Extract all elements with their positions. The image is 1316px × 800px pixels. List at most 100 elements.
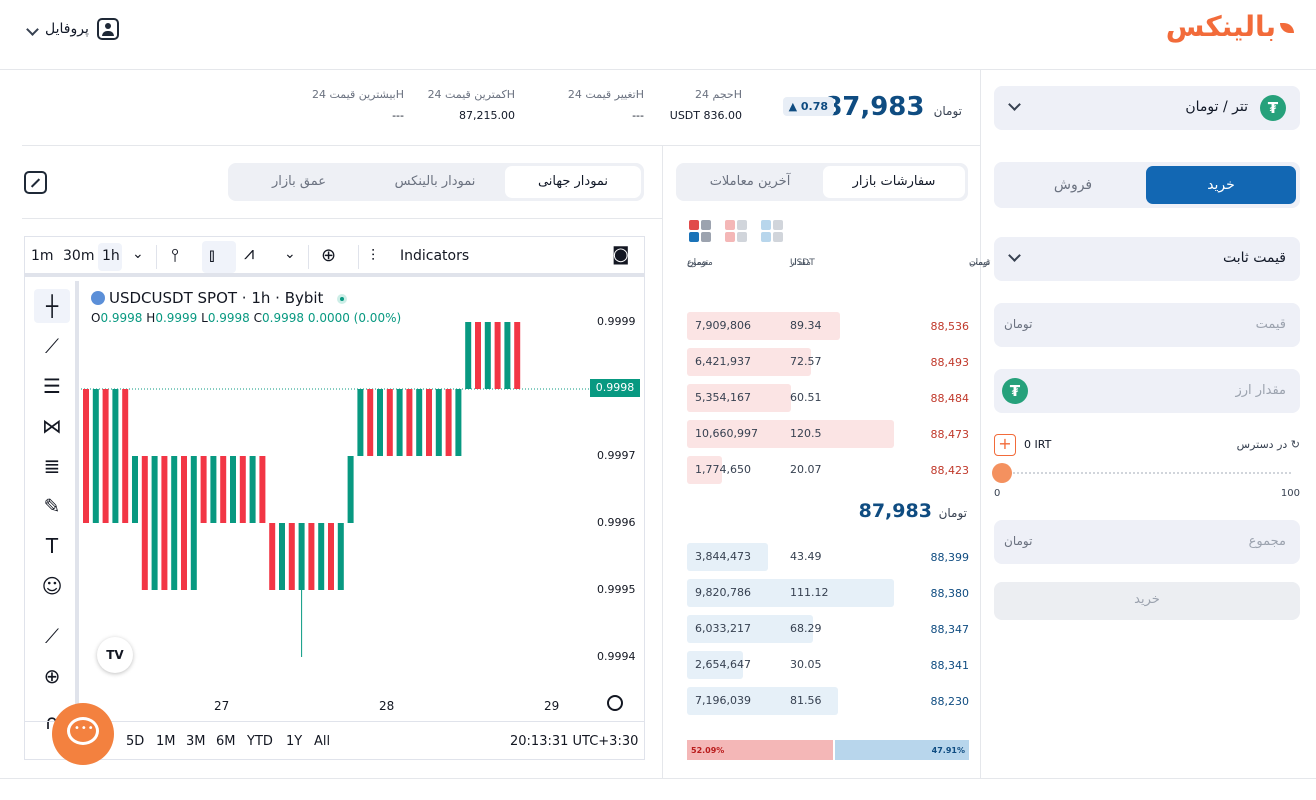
pattern-icon[interactable]: ⋈ <box>42 414 62 438</box>
x-tick: 29 <box>544 699 560 713</box>
zoom-icon[interactable]: ⊕ <box>43 664 61 688</box>
price-input[interactable]: قیمت تومان <box>994 303 1300 347</box>
range-3m[interactable]: 3M <box>186 734 206 749</box>
tab-recent-trades[interactable]: آخرین معاملات <box>709 174 791 189</box>
bar-chart-icon[interactable]: ⫯ <box>171 245 179 266</box>
stat-volume: حجم 24H USDT 836.00 <box>670 88 742 122</box>
interval-1h[interactable]: 1h <box>102 248 120 264</box>
depth-bar <box>687 543 768 571</box>
row-amount: 72.57 <box>790 355 822 368</box>
trend-line-icon[interactable]: ⟋ <box>45 334 59 358</box>
tradingview-logo-icon[interactable]: TV <box>97 637 133 673</box>
crosshair-icon[interactable]: ┼ <box>34 289 70 323</box>
y-tick: 0.9996 <box>597 516 636 529</box>
range-1m[interactable]: 1M <box>156 734 176 749</box>
tab-global-chart[interactable]: نمودار جهانی <box>505 166 641 198</box>
candle-body <box>308 523 315 590</box>
orderbook-row[interactable]: 7,196,039 81.56 88,230 <box>687 687 969 715</box>
ohlc-change: 0.0000 (0.00%) <box>307 311 402 325</box>
profile-menu[interactable]: پروفایل <box>26 18 119 40</box>
stat-change-24h: تغییر قیمت 24H --- <box>568 88 644 122</box>
view-bids-icon[interactable] <box>761 220 783 242</box>
orderbook-row[interactable]: 5,354,167 60.51 88,484 <box>687 384 969 412</box>
chart-settings-icon[interactable] <box>607 695 623 711</box>
pair-label: تتر / تومان <box>1185 99 1248 115</box>
candle-body <box>83 389 89 523</box>
compare-plus-icon[interactable]: ⊕ <box>321 245 337 266</box>
candle-body <box>132 456 138 523</box>
expand-icon[interactable] <box>24 171 47 194</box>
y-tick: 0.9995 <box>597 583 636 596</box>
text-icon[interactable]: T <box>45 534 59 558</box>
available-value: 0 <box>1024 438 1031 451</box>
price-chart[interactable]: USDCUSDT SPOT · 1h · Bybit O0.9998 H0.99… <box>81 281 644 721</box>
orderbook-mid-price: تومان 87,983 <box>859 500 967 522</box>
horizontal-lines-icon[interactable]: ☰ <box>43 374 61 398</box>
candle-body <box>288 523 295 590</box>
orderbook-row[interactable]: 6,033,217 68.29 88,347 <box>687 615 969 643</box>
chart-type-dropdown-icon[interactable]: ⌄ <box>284 246 296 262</box>
chat-bubble-icon <box>67 717 99 745</box>
indicators-icon[interactable]: ⫶ <box>371 246 376 265</box>
interval-1m[interactable]: 1m <box>31 248 54 264</box>
pair-selector[interactable]: تتر / تومان ₮ <box>994 86 1300 130</box>
toman-unit: تومان <box>1004 534 1033 548</box>
price-change-badge: ▲ 0.78 <box>782 97 834 116</box>
emoji-icon[interactable]: ☺ <box>41 574 63 598</box>
stat-low-24h: کمترین قیمت 24H 87,215.00 <box>428 88 515 122</box>
range-ytd[interactable]: YTD <box>247 734 273 749</box>
orderbook-row[interactable]: 3,844,473 43.49 88,399 <box>687 543 969 571</box>
camera-icon[interactable]: ◙ <box>612 244 630 265</box>
market-open-icon <box>337 293 348 304</box>
brand-logo[interactable]: بالینکس <box>1166 10 1294 43</box>
total-input[interactable]: مجموع تومان <box>994 520 1300 564</box>
interval-dropdown-icon[interactable]: ⌄ <box>132 246 144 262</box>
amount-slider-track[interactable] <box>1001 472 1291 474</box>
toman-unit: تومان <box>1004 317 1033 331</box>
range-all[interactable]: All <box>314 734 331 749</box>
candle-body <box>455 389 462 456</box>
view-both-icon[interactable] <box>689 220 711 242</box>
view-asks-icon[interactable] <box>725 220 747 242</box>
row-amount: 111.12 <box>790 586 829 599</box>
brush-icon[interactable]: ✎ <box>43 494 61 518</box>
order-type-select[interactable]: قیمت ثابت <box>994 237 1300 281</box>
candlestick-icon[interactable]: ⫾ <box>209 245 215 266</box>
col-price-label: قیمت <box>969 258 991 268</box>
orderbook-row[interactable]: 10,660,997 120.5 88,473 <box>687 420 969 448</box>
orderbook-row[interactable]: 1,774,650 20.07 88,423 <box>687 456 969 484</box>
fib-icon[interactable]: ≣ <box>43 454 61 478</box>
deposit-plus-button[interactable]: + <box>994 434 1016 456</box>
stat-volume-value: 836.00 <box>703 109 743 122</box>
orderbook-row[interactable]: 6,421,937 72.57 88,493 <box>687 348 969 376</box>
top-header: بالینکس پروفایل <box>0 0 1316 70</box>
area-chart-icon[interactable]: ⩘ <box>244 243 255 264</box>
orderbook-row[interactable]: 9,820,786 111.12 88,380 <box>687 579 969 607</box>
amount-slider-handle[interactable] <box>992 463 1012 483</box>
submit-buy-button[interactable]: خرید <box>994 582 1300 620</box>
range-1y[interactable]: 1Y <box>286 734 303 749</box>
row-price: 88,493 <box>930 356 970 369</box>
row-total: 7,909,806 <box>695 319 751 332</box>
orderbook-row[interactable]: 2,654,647 30.05 88,341 <box>687 651 969 679</box>
amount-input[interactable]: مقدار ارز ₮ <box>994 369 1300 413</box>
orderbook-row[interactable]: 7,909,806 89.34 88,536 <box>687 312 969 340</box>
row-amount: 43.49 <box>790 550 822 563</box>
tab-market-depth[interactable]: عمق بازار <box>272 174 326 189</box>
tab-market-orders[interactable]: سفارشات بازار <box>823 166 965 198</box>
interval-30m[interactable]: 30m <box>63 248 95 264</box>
tab-balinex-chart[interactable]: نمودار بالینکس <box>394 174 476 189</box>
trade-panel: تتر / تومان ₮ خرید فروش قیمت ثابت قیمت ت… <box>980 70 1316 778</box>
ruler-icon[interactable]: ⟋ <box>45 624 59 648</box>
range-6m[interactable]: 6M <box>216 734 236 749</box>
slider-min-label: 0 <box>994 488 1001 499</box>
sell-tab[interactable]: فروش <box>1053 177 1093 193</box>
stat-high-value: --- <box>392 109 404 122</box>
buy-tab[interactable]: خرید <box>1146 166 1296 204</box>
range-5d[interactable]: 5D <box>126 734 145 749</box>
order-type-label: قیمت ثابت <box>1222 250 1286 266</box>
candle-body <box>161 456 168 590</box>
indicators-button[interactable]: Indicators <box>400 248 470 264</box>
support-chat-button[interactable] <box>52 703 114 765</box>
row-total: 10,660,997 <box>695 427 758 440</box>
